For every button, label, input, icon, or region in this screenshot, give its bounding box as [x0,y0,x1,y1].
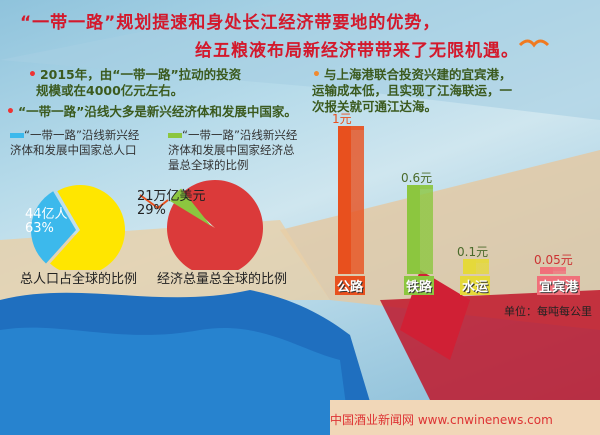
legend-economy: “一带一路”沿线新兴经济体和发展中国家经济总量总全球的比例 [168,128,298,172]
bar-2 [463,259,489,274]
bar-category-label: 宜宾港 [537,276,581,295]
note-port: • 与上海港联合投资兴建的宜宾港，运输成本低，且实现了江海联运，一次报关就可通江达… [312,67,513,114]
unit-label: 单位：每吨每公里 [504,305,592,318]
bar-value-label: 0.05元 [534,252,573,267]
bar-value-label: 1元 [332,112,352,126]
pie1-caption: 总人口占全球的比例 [20,272,138,287]
pie2-label: 21万亿美元 29% [137,189,206,218]
bar-value-label: 0.1元 [457,245,489,260]
bar-0 [338,126,364,274]
pie1-label: 44亿人 63% [25,207,68,236]
note-countries: • “一带一路”沿线大多是新兴经济体和发展中国家。 [6,104,297,120]
pie1-rest-slice [50,185,125,270]
watermark: 中国酒业新闻网 www.cnwinenews.com [330,413,553,427]
pointer-icon [139,194,169,210]
title-line1: “一带一路”规划提速和身处长江经济带要地的优势， [20,13,441,33]
bar-1 [407,185,433,274]
bar-category-label: 公路 [335,276,366,295]
bar-3 [540,266,566,274]
pie1-highlight-slice [31,191,76,264]
pie-charts [31,180,264,270]
pie2-caption: 经济总量总全球的比例 [157,272,288,287]
pie2-highlight-slice [170,188,211,226]
note-investment: • 2015年，由“一带一路”拉动的投资规模或在4000亿元左右。 [28,67,242,98]
bird-icon [518,39,550,48]
bar-category-label: 水运 [460,276,491,295]
title-line2: 给五粮液布局新经济带带来了无限机遇。 [195,41,519,61]
bar-value-label: 0.6元 [401,171,433,186]
bar-category-label: 铁路 [404,276,435,295]
legend-population: “一带一路”沿线新兴经济体和发展中国家总人口 [10,128,140,157]
